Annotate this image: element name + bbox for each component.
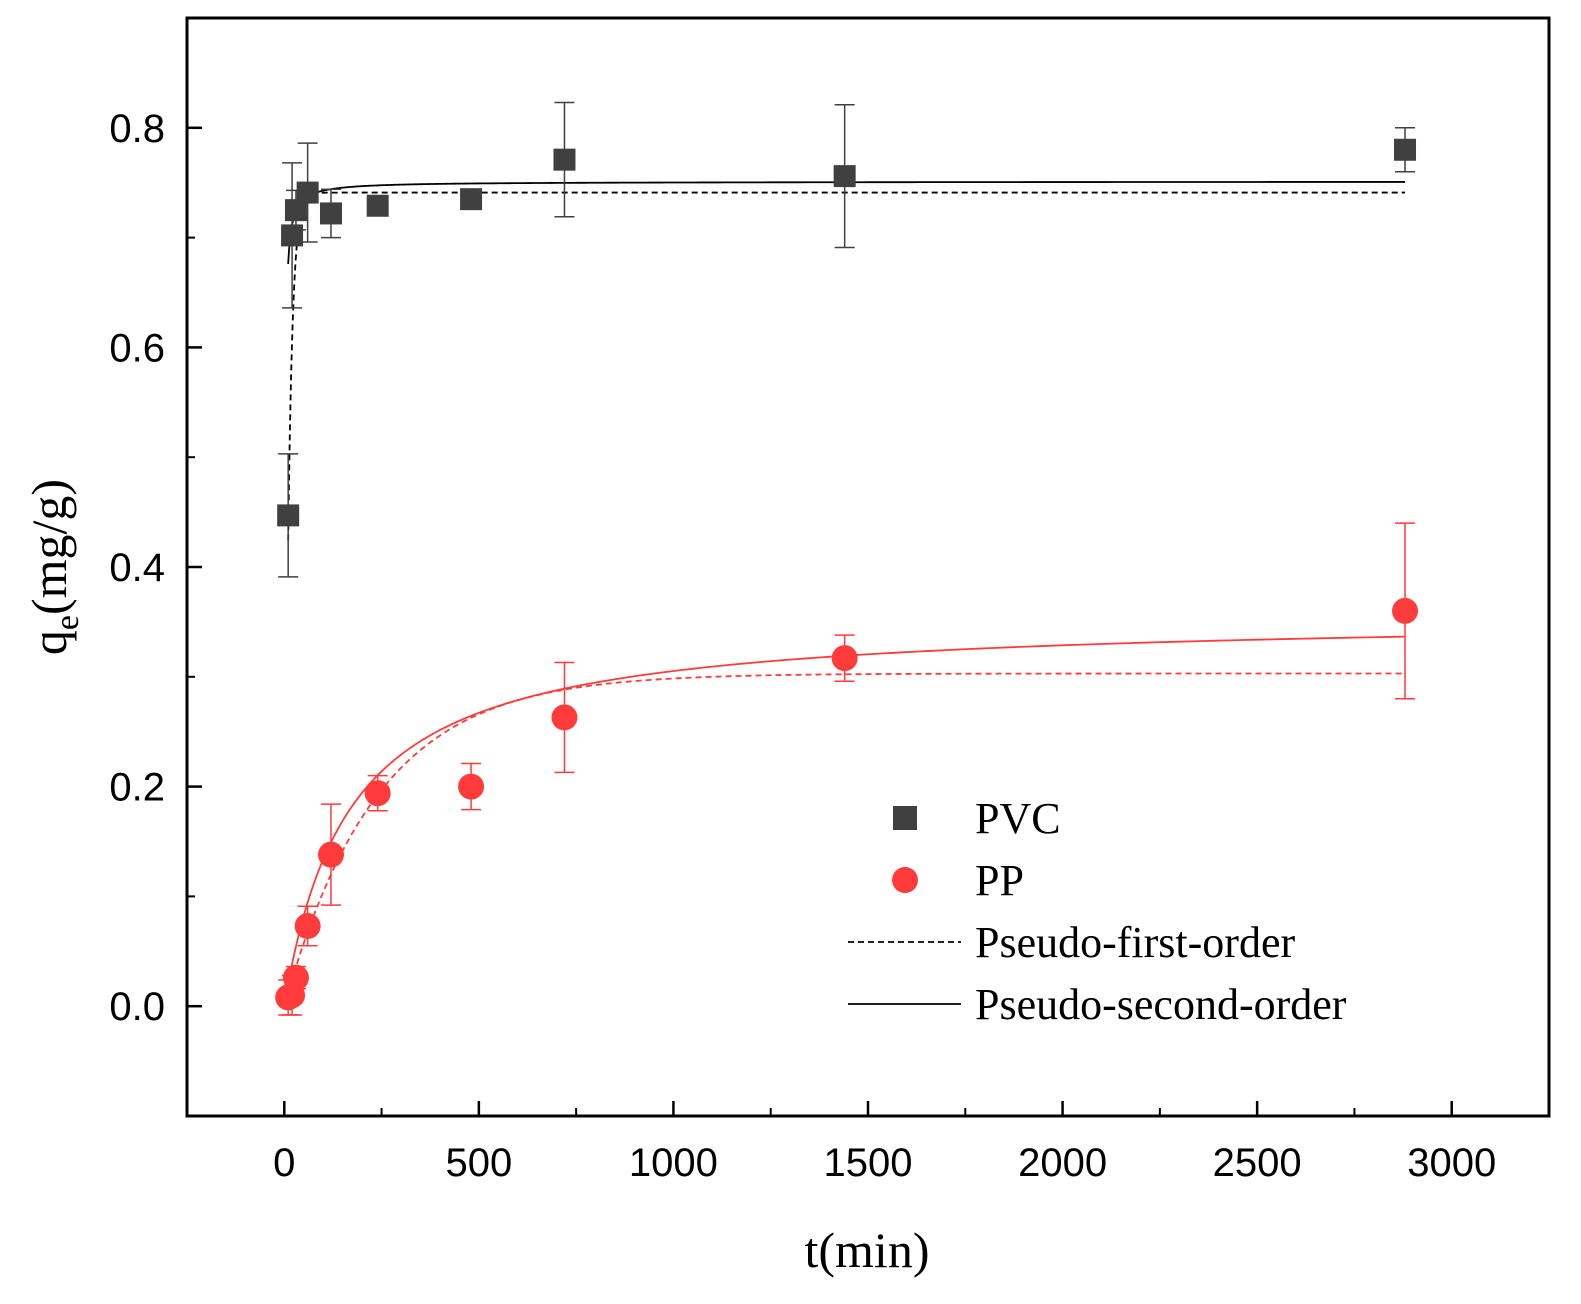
y-tick-label: 0.0: [109, 985, 165, 1029]
y-tick-label: 0.2: [109, 766, 165, 810]
fit-curves: [287, 181, 1406, 993]
pp-point: [364, 780, 391, 807]
pvc-point: [366, 194, 389, 217]
x-axis-title: t(min): [805, 1222, 930, 1278]
legend-label: PVC: [975, 794, 1061, 843]
pvc-pfo-fit-line: [287, 191, 1406, 541]
legend-label: PP: [975, 856, 1024, 905]
x-tick-label: 2500: [1213, 1141, 1302, 1185]
pvc-point: [277, 504, 300, 527]
x-tick-label: 3000: [1407, 1141, 1496, 1185]
legend-label: Pseudo-first-order: [975, 918, 1295, 967]
pp-point: [282, 964, 309, 991]
pvc-point: [833, 165, 856, 188]
pp-point: [294, 913, 321, 940]
pvc-point: [553, 148, 576, 171]
legend-label: Pseudo-second-order: [975, 980, 1347, 1029]
data-points: [275, 101, 1419, 1016]
legend-symbol-pp: [892, 867, 918, 893]
pp-point: [831, 645, 858, 672]
pvc-pso-fit-line: [287, 181, 1406, 265]
axis-ticks: [187, 126, 1453, 1117]
pvc-point: [296, 181, 319, 204]
y-axis-title: qe(mg/g): [21, 479, 86, 655]
pvc-point: [1394, 138, 1417, 161]
pvc-point: [284, 199, 307, 222]
pp-point: [551, 704, 578, 731]
y-axis-title-main: q: [21, 630, 77, 655]
legend: PVC PP Pseudo-first-order Pseudo-second-ord…: [848, 794, 1347, 1029]
axis-tick-labels: 0 500 1000 1500 2000 2500 3000 0.0 0.2 0.4 0.6 0.8: [109, 107, 1496, 1185]
y-tick-label: 0.6: [109, 326, 165, 370]
x-tick-label: 0: [273, 1141, 295, 1185]
pvc-point: [281, 224, 304, 247]
pp-pso-fit-line: [287, 635, 1406, 985]
pp-point: [458, 773, 485, 800]
pp-point: [1392, 597, 1419, 624]
y-tick-label: 0.8: [109, 107, 165, 151]
pvc-point: [319, 202, 342, 225]
x-tick-label: 1500: [824, 1141, 913, 1185]
y-axis-title-unit: (mg/g): [21, 479, 77, 615]
x-tick-label: 1000: [629, 1141, 718, 1185]
x-tick-label: 2000: [1018, 1141, 1107, 1185]
y-tick-label: 0.4: [109, 546, 165, 590]
y-axis-title-subscript: e: [49, 615, 86, 630]
pp-point: [317, 841, 344, 868]
pvc-point: [460, 188, 483, 211]
x-tick-label: 500: [445, 1141, 512, 1185]
legend-symbol-pvc: [893, 806, 917, 830]
